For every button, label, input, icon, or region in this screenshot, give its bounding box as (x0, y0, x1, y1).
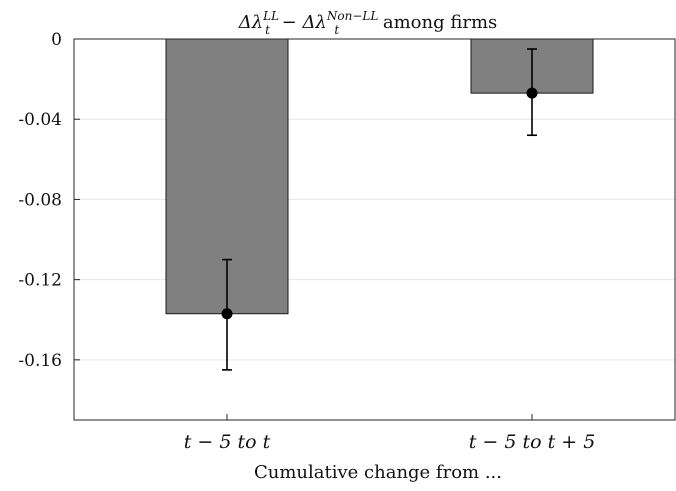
chart-title: ΔλLL t − ΔλNon−LL t among firms (238, 9, 498, 37)
title-suffix: among firms (377, 12, 497, 33)
title-delta-2: Δλ (301, 12, 326, 33)
y-tick-label: 0 (51, 30, 62, 50)
y-tick-label: -0.16 (18, 351, 62, 371)
x-tick-label: t − 5 to t + 5 (469, 431, 596, 453)
bars (165, 38, 594, 315)
y-tick-label: -0.12 (18, 271, 62, 291)
x-ticks: t − 5 to t t − 5 to t + 5 (184, 414, 596, 453)
title-sub-2: t (334, 23, 339, 37)
title-sup-1: LL (262, 9, 279, 23)
error-bars (221, 48, 538, 371)
x-axis-title: Cumulative change from ... (254, 462, 502, 483)
point-estimate-marker (221, 308, 233, 320)
title-delta-1: Δλ (238, 12, 263, 33)
title-sub-1: t (265, 23, 270, 37)
title-minus: − (276, 12, 303, 33)
y-tick-label: -0.08 (18, 190, 62, 210)
title-sup-2: Non−LL (326, 9, 378, 23)
plot-frame (73, 38, 676, 421)
point-estimate-marker (526, 87, 538, 99)
y-ticks: 0 -0.04 -0.08 -0.12 -0.16 (18, 30, 80, 371)
y-tick-label: -0.04 (18, 110, 62, 130)
x-tick-label: t − 5 to t (184, 431, 271, 453)
